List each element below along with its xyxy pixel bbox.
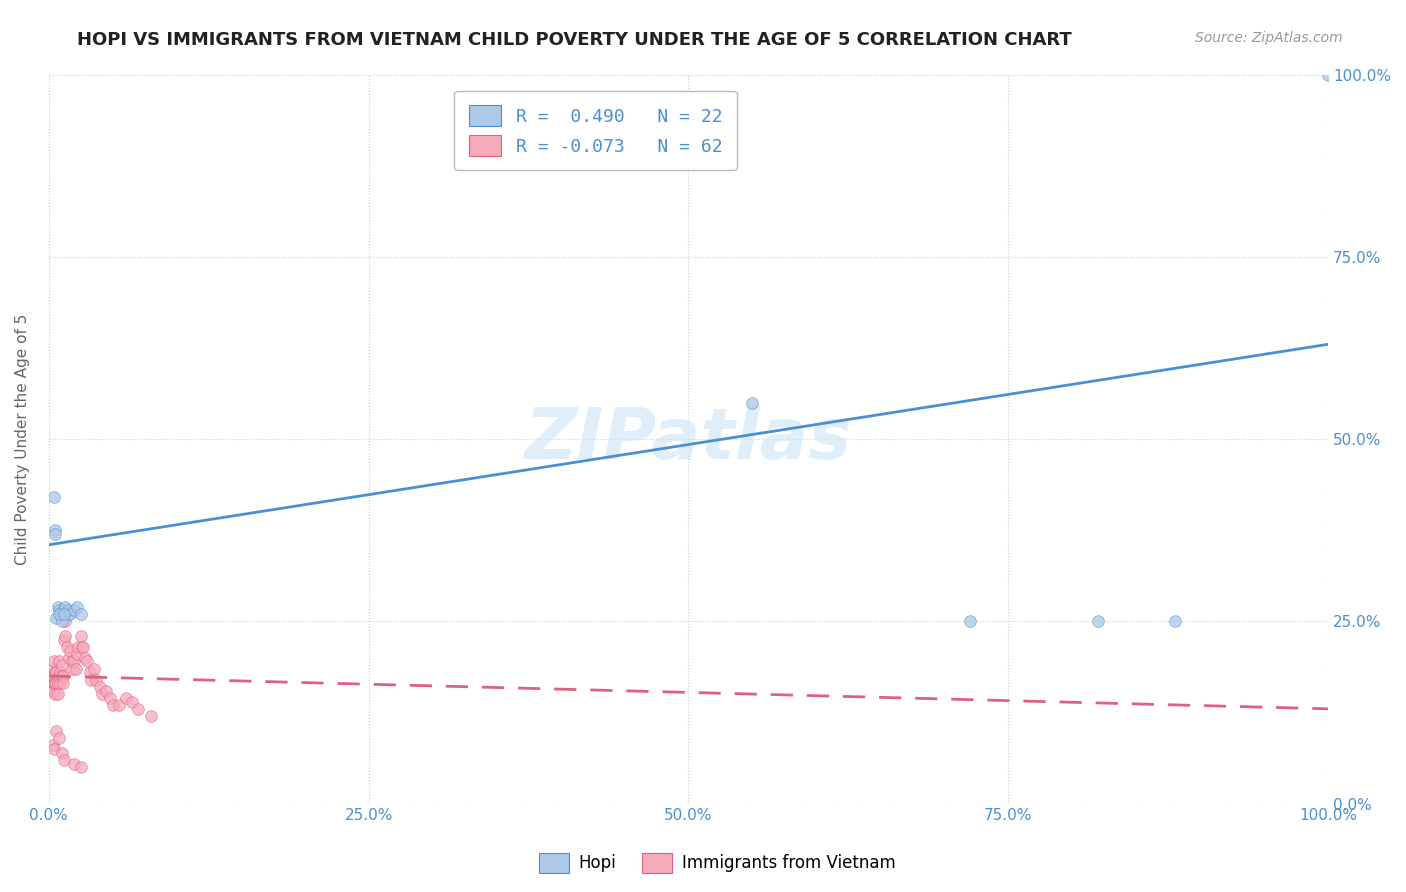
Legend: R =  0.490   N = 22, R = -0.073   N = 62: R = 0.490 N = 22, R = -0.073 N = 62 <box>454 91 737 170</box>
Point <box>89 680 111 694</box>
Point <box>76 655 98 669</box>
Point <box>41 669 63 683</box>
Point <box>51 669 73 683</box>
Point <box>49 607 72 621</box>
Point <box>41 683 63 698</box>
Point <box>66 599 89 614</box>
Point <box>127 702 149 716</box>
Point <box>48 655 70 669</box>
Point <box>79 665 101 680</box>
Point <box>46 599 69 614</box>
Point <box>52 669 75 683</box>
Point <box>69 607 91 621</box>
Point <box>41 739 63 753</box>
Point <box>46 687 69 701</box>
Point <box>45 610 67 624</box>
Legend: Hopi, Immigrants from Vietnam: Hopi, Immigrants from Vietnam <box>531 847 903 880</box>
Point <box>1163 615 1185 629</box>
Point <box>46 676 69 690</box>
Point <box>1087 615 1109 629</box>
Point <box>55 640 77 654</box>
Point <box>51 746 73 760</box>
Text: Source: ZipAtlas.com: Source: ZipAtlas.com <box>1195 31 1343 45</box>
Point <box>51 615 73 629</box>
Point <box>58 650 80 665</box>
Point <box>44 523 66 537</box>
Point <box>53 607 76 621</box>
Point <box>741 395 763 409</box>
Point <box>49 665 72 680</box>
Point <box>45 665 67 680</box>
Point <box>66 647 89 661</box>
Point <box>67 640 90 654</box>
Point <box>51 658 73 673</box>
Point <box>55 629 77 643</box>
Point <box>63 756 86 771</box>
Point <box>63 603 86 617</box>
Point <box>55 615 77 629</box>
Point <box>65 662 87 676</box>
Point <box>70 640 93 654</box>
Text: ZIPatlas: ZIPatlas <box>524 405 852 474</box>
Point <box>62 662 84 676</box>
Point <box>45 723 67 738</box>
Point <box>139 709 162 723</box>
Point <box>72 640 94 654</box>
Point <box>1317 68 1340 82</box>
Point <box>49 676 72 690</box>
Point <box>63 655 86 669</box>
Point <box>42 742 65 756</box>
Point <box>48 607 70 621</box>
Text: HOPI VS IMMIGRANTS FROM VIETNAM CHILD POVERTY UNDER THE AGE OF 5 CORRELATION CHA: HOPI VS IMMIGRANTS FROM VIETNAM CHILD PO… <box>77 31 1073 49</box>
Point <box>56 607 79 621</box>
Point <box>84 673 107 687</box>
Point <box>42 655 65 669</box>
Point <box>98 690 121 705</box>
Point <box>56 603 79 617</box>
Point <box>108 698 131 713</box>
Point <box>53 632 76 647</box>
Point <box>42 676 65 690</box>
Point <box>44 665 66 680</box>
Point <box>83 662 105 676</box>
Point <box>69 760 91 774</box>
Point <box>69 629 91 643</box>
Point <box>96 683 118 698</box>
Point <box>48 669 70 683</box>
Point <box>91 687 114 701</box>
Point <box>59 643 82 657</box>
Point <box>41 662 63 676</box>
Point <box>101 698 124 713</box>
Point <box>55 599 77 614</box>
Point <box>80 673 103 687</box>
Point <box>114 690 136 705</box>
Point <box>121 694 143 708</box>
Point <box>44 676 66 690</box>
Point <box>73 650 96 665</box>
Point <box>42 491 65 505</box>
Point <box>45 676 67 690</box>
Point <box>44 687 66 701</box>
Point <box>959 615 981 629</box>
Point <box>52 603 75 617</box>
Point <box>48 603 70 617</box>
Point <box>44 526 66 541</box>
Point <box>53 753 76 767</box>
Y-axis label: Child Poverty Under the Age of 5: Child Poverty Under the Age of 5 <box>15 313 30 565</box>
Point <box>60 655 83 669</box>
Point <box>39 669 62 683</box>
Point <box>39 676 62 690</box>
Point <box>48 731 70 745</box>
Point <box>59 607 82 621</box>
Point <box>52 676 75 690</box>
